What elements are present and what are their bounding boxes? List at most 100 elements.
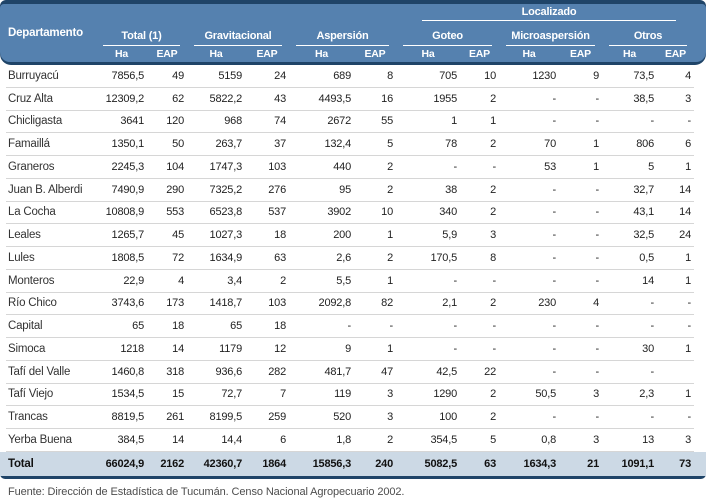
value-cell: -	[552, 274, 557, 287]
value-cell: -	[453, 274, 458, 287]
value-cell: -	[595, 320, 600, 333]
value-cell: -	[687, 115, 692, 128]
value-cell: 38	[445, 183, 457, 196]
value-cell: 2245,3	[111, 160, 145, 173]
value-cell: -	[453, 320, 458, 333]
value-cell: 968	[224, 115, 242, 128]
value-cell: 0,5	[639, 251, 654, 264]
total-band: Total 66024,9 2162 42360,7 1864 15856,3 …	[0, 451, 706, 479]
value-cell: -	[552, 206, 557, 219]
total-value-cell: 63	[484, 457, 496, 470]
value-cell: 2	[387, 183, 393, 196]
value-cell: 82	[381, 297, 393, 310]
table-row: Lules 1808,5 72 1634,9 63 2,6 2 170,5 8 - - 0,5 1	[6, 247, 694, 270]
subheader-eap: EAP	[570, 48, 591, 60]
value-cell: 1634,9	[209, 251, 243, 264]
subheader-ha: Ha	[421, 48, 435, 60]
value-cell: 4493,5	[318, 92, 352, 105]
value-cell: 103	[268, 297, 286, 310]
value-cell: -	[595, 229, 600, 242]
subheader-eap: EAP	[156, 48, 178, 60]
value-cell: -	[492, 160, 497, 173]
value-cell: 119	[334, 388, 351, 401]
value-cell: 14	[679, 183, 691, 196]
value-cell: 18	[172, 320, 184, 333]
total-value-cell: 73	[679, 457, 691, 470]
value-cell: 553	[166, 206, 184, 219]
value-cell: 440	[333, 160, 351, 173]
table-row: Burruyacú 7856,5 49 5159 24 689 8 705 10 1230 9 73,…	[6, 65, 694, 88]
department-cell: Simoca	[8, 342, 46, 355]
value-cell: 2	[490, 297, 496, 310]
value-cell: 1179	[219, 342, 242, 355]
value-cell: 2	[387, 251, 393, 264]
value-cell: 261	[166, 411, 184, 424]
value-cell: 2	[280, 274, 286, 287]
value-cell: 32,7	[633, 183, 654, 196]
value-cell: 38,5	[633, 92, 654, 105]
value-cell: 22,9	[123, 274, 144, 287]
value-cell: 263,7	[215, 138, 242, 151]
value-cell: -	[595, 183, 600, 196]
value-cell: 4	[593, 297, 599, 310]
value-cell: 2,3	[639, 388, 654, 401]
source-note: Fuente: Dirección de Estadística de Tucu…	[8, 485, 405, 498]
value-cell: -	[453, 342, 458, 355]
value-cell: -	[650, 365, 655, 378]
value-cell: 200	[333, 229, 351, 242]
value-cell: 32,5	[633, 229, 654, 242]
subheader-ha: Ha	[209, 48, 223, 60]
value-cell: 9	[345, 342, 351, 355]
value-cell: 1350,1	[111, 138, 145, 151]
value-cell: 259	[268, 411, 286, 424]
value-cell: 30	[642, 342, 654, 355]
table-body: Burruyacú 7856,5 49 5159 24 689 8 705 10 1230 9 73,…	[0, 65, 706, 452]
value-cell: -	[492, 342, 497, 355]
table-row: Capital 65 18 65 18 - - - - - - - -	[6, 315, 694, 338]
column-group-total: Total (1)	[103, 30, 180, 46]
value-cell: -	[552, 411, 557, 424]
value-cell: 103	[268, 160, 286, 173]
value-cell: 70	[544, 138, 556, 151]
department-cell: Leales	[8, 229, 41, 242]
total-value-cell: 5082,5	[424, 457, 458, 470]
value-cell: 5	[648, 160, 654, 173]
value-cell: 12309,2	[105, 92, 145, 105]
value-cell: 72	[172, 251, 184, 264]
value-cell: 5,5	[336, 274, 351, 287]
value-cell: 1	[685, 388, 691, 401]
department-cell: Tafí Viejo	[8, 388, 54, 401]
value-cell: -	[552, 92, 557, 105]
value-cell: 5	[387, 138, 393, 151]
value-cell: 7490,9	[111, 183, 145, 196]
value-cell: 104	[166, 160, 184, 173]
total-value-cell: 21	[587, 457, 599, 470]
total-value-cell: 2162	[160, 457, 184, 470]
total-value-cell: 240	[375, 457, 393, 470]
total-value-cell: 42360,7	[203, 457, 243, 470]
value-cell: 2672	[327, 115, 351, 128]
value-cell: 481,7	[324, 365, 351, 378]
value-cell: 18	[274, 320, 286, 333]
value-cell: -	[650, 297, 655, 310]
table-row: Simoca 1218 14 1179 12 9 1 - - - - 30 1	[6, 338, 694, 361]
column-group-microaspersion: Microaspersión	[506, 30, 595, 46]
department-cell: Chicligasta	[8, 115, 63, 128]
table-row: Juan B. Alberdi 7490,9 290 7325,2 276 95 2 38 2 -…	[6, 179, 694, 202]
department-cell: Río Chico	[8, 297, 57, 310]
value-cell: 3	[593, 433, 599, 446]
header-grid: Departamento Localizado Total (1) Gravit…	[6, 4, 694, 62]
table-row: Tafí Viejo 1534,5 15 72,7 7 119 3 1290 2 50,5 3 2,3…	[6, 384, 694, 407]
value-cell: 14	[172, 433, 184, 446]
value-cell: 3902	[327, 206, 351, 219]
table-row: Chicligasta 3641 120 968 74 2672 55 1 1 - - - -	[6, 111, 694, 134]
value-cell: 43,1	[633, 206, 654, 219]
value-cell: 14	[679, 206, 691, 219]
value-cell: 3	[593, 388, 599, 401]
table-row: Río Chico 3743,6 173 1418,7 103 2092,8 82 2,1 2 2…	[6, 293, 694, 316]
value-cell: -	[453, 160, 458, 173]
table-row: Monteros 22,9 4 3,4 2 5,5 1 - - - - 14 1	[6, 270, 694, 293]
value-cell: 520	[333, 411, 351, 424]
value-cell: -	[552, 320, 557, 333]
value-cell: -	[687, 411, 692, 424]
